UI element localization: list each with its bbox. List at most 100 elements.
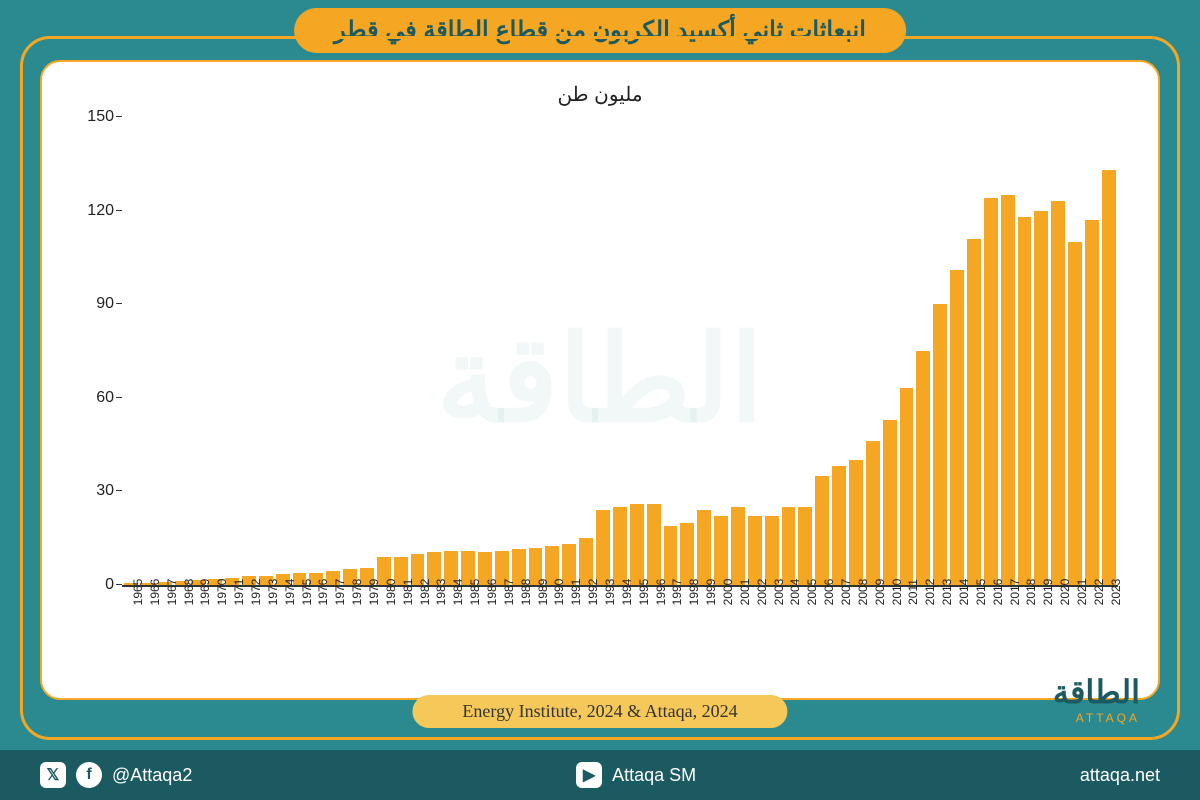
x-tick-label: 1991 xyxy=(562,587,576,647)
x-tick-label: 2003 xyxy=(765,587,779,647)
bar xyxy=(782,507,796,585)
x-tick-label: 2018 xyxy=(1018,587,1032,647)
bar xyxy=(664,526,678,585)
x-tick-label: 2001 xyxy=(731,587,745,647)
bar xyxy=(1102,170,1116,585)
x-icon: 𝕏 xyxy=(40,762,66,788)
x-tick-label: 1978 xyxy=(343,587,357,647)
x-tick-label: 2006 xyxy=(815,587,829,647)
bar xyxy=(900,388,914,585)
x-tick-label: 2009 xyxy=(866,587,880,647)
x-tick-label: 2013 xyxy=(933,587,947,647)
bar xyxy=(950,270,964,585)
x-tick-label: 2008 xyxy=(849,587,863,647)
footer-social-left: 𝕏 f @Attaqa2 xyxy=(40,762,192,788)
youtube-icon: ▶ xyxy=(576,762,602,788)
x-tick-label: 1967 xyxy=(158,587,172,647)
x-tick-label: 1968 xyxy=(175,587,189,647)
y-tick-label: 0 xyxy=(105,576,114,594)
x-tick-label: 2021 xyxy=(1068,587,1082,647)
x-tick-label: 1970 xyxy=(208,587,222,647)
x-tick-label: 2011 xyxy=(900,587,914,647)
y-tick-label: 30 xyxy=(96,482,114,500)
x-tick-label: 1965 xyxy=(124,587,138,647)
x-tick-label: 1999 xyxy=(697,587,711,647)
x-tick-label: 1984 xyxy=(444,587,458,647)
x-tick-label: 1981 xyxy=(394,587,408,647)
facebook-icon: f xyxy=(76,762,102,788)
x-tick-label: 1987 xyxy=(495,587,509,647)
x-tick-label: 2022 xyxy=(1085,587,1099,647)
x-tick-label: 1992 xyxy=(579,587,593,647)
bar xyxy=(883,420,897,585)
x-tick-label: 1972 xyxy=(242,587,256,647)
x-tick-label: 2004 xyxy=(782,587,796,647)
website-url: attaqa.net xyxy=(1080,765,1160,786)
bar xyxy=(1085,220,1099,585)
x-tick-label: 2019 xyxy=(1034,587,1048,647)
x-tick-label: 1997 xyxy=(664,587,678,647)
x-tick-label: 1993 xyxy=(596,587,610,647)
y-axis-label: مليون طن xyxy=(72,82,1128,107)
x-tick-label: 1971 xyxy=(225,587,239,647)
x-tick-label: 1976 xyxy=(309,587,323,647)
bar xyxy=(731,507,745,585)
bar xyxy=(984,198,998,585)
bar xyxy=(1001,195,1015,585)
x-tick-label: 1974 xyxy=(276,587,290,647)
bar xyxy=(933,304,947,585)
x-tick-label: 1975 xyxy=(293,587,307,647)
x-tick-label: 1969 xyxy=(191,587,205,647)
x-tick-label: 2020 xyxy=(1051,587,1065,647)
x-tick-label: 1986 xyxy=(478,587,492,647)
bar xyxy=(630,504,644,585)
x-tick-label: 1977 xyxy=(326,587,340,647)
bar xyxy=(815,476,829,585)
x-tick-label: 1983 xyxy=(427,587,441,647)
x-tick-label: 2010 xyxy=(883,587,897,647)
bar xyxy=(1034,211,1048,585)
bar xyxy=(916,351,930,585)
youtube-handle: Attaqa SM xyxy=(612,765,696,786)
x-tick-label: 1998 xyxy=(680,587,694,647)
x-tick-label: 2023 xyxy=(1102,587,1116,647)
bar xyxy=(647,504,661,585)
x-tick-label: 1996 xyxy=(647,587,661,647)
bar xyxy=(680,523,694,585)
x-tick-label: 1982 xyxy=(411,587,425,647)
bars-container xyxy=(122,117,1118,585)
x-tick-label: 2016 xyxy=(984,587,998,647)
x-tick-label: 1966 xyxy=(141,587,155,647)
x-tick-label: 1995 xyxy=(630,587,644,647)
x-tick-label: 1990 xyxy=(545,587,559,647)
x-tick-label: 2017 xyxy=(1001,587,1015,647)
x-tick-label: 1980 xyxy=(377,587,391,647)
brand-logo: الطاقة ATTAQA xyxy=(1053,673,1140,725)
bar xyxy=(849,460,863,585)
bar xyxy=(1018,217,1032,585)
y-tick-label: 90 xyxy=(96,295,114,313)
x-tick-label: 1989 xyxy=(529,587,543,647)
bar xyxy=(748,516,762,585)
bar xyxy=(866,441,880,585)
bar xyxy=(832,466,846,585)
bar xyxy=(596,510,610,585)
bar xyxy=(1068,242,1082,585)
x-tick-label: 1973 xyxy=(259,587,273,647)
plot-area: 0306090120150 xyxy=(122,117,1118,587)
x-tick-label: 1988 xyxy=(512,587,526,647)
x-tick-label: 1979 xyxy=(360,587,374,647)
x-tick-label: 2002 xyxy=(748,587,762,647)
chart-panel: الطاقة مليون طن 0306090120150 1965196619… xyxy=(40,60,1160,700)
x-tick-label: 2005 xyxy=(798,587,812,647)
y-tick-label: 150 xyxy=(87,108,114,126)
y-tick-label: 120 xyxy=(87,202,114,220)
bar xyxy=(765,516,779,585)
x-tick-label: 2014 xyxy=(950,587,964,647)
x-tick-label: 1985 xyxy=(461,587,475,647)
bar xyxy=(697,510,711,585)
x-tick-label: 2007 xyxy=(832,587,846,647)
y-tick-label: 60 xyxy=(96,389,114,407)
x-axis-labels: 1965196619671968196919701971197219731974… xyxy=(122,587,1118,647)
x-tick-label: 2000 xyxy=(714,587,728,647)
